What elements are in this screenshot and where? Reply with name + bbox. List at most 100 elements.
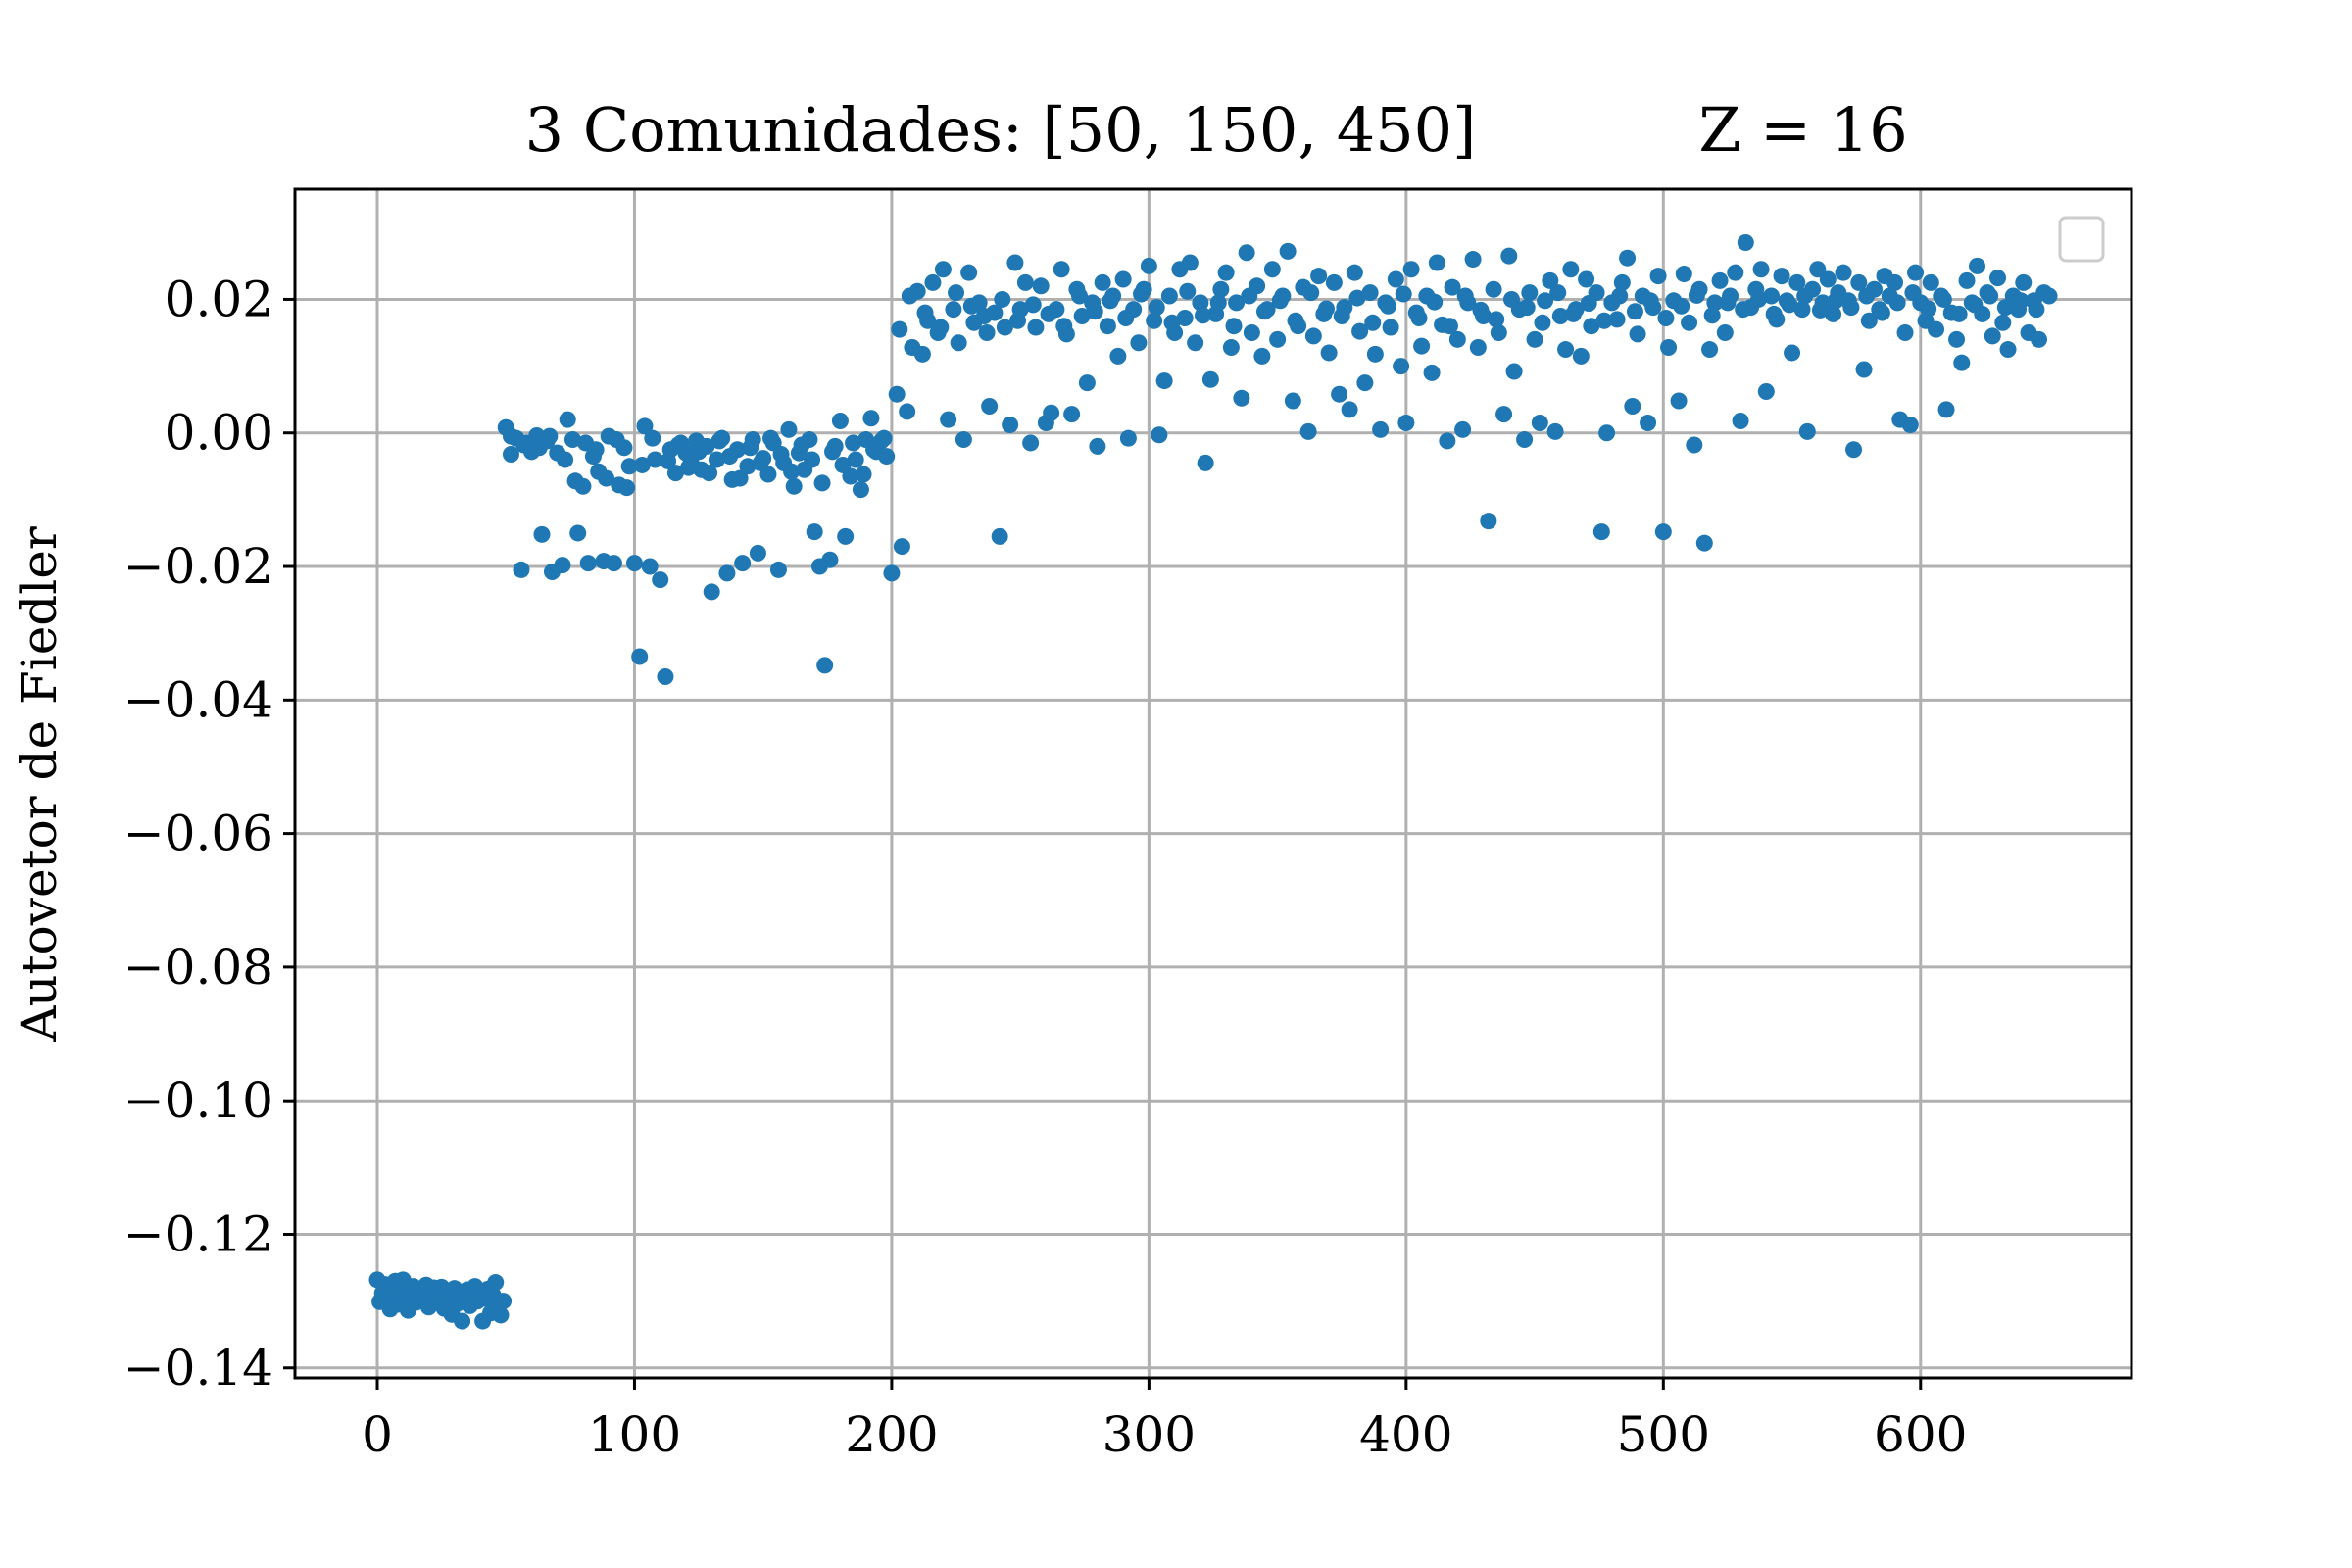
data-point — [587, 441, 605, 459]
x-tick-label: 100 — [588, 1406, 681, 1463]
data-point — [2012, 292, 2030, 310]
data-point — [1140, 257, 1157, 274]
data-point — [1379, 297, 1396, 315]
data-point — [1719, 294, 1737, 312]
data-point — [1673, 297, 1690, 315]
data-point — [1195, 307, 1212, 324]
data-point — [1516, 431, 1534, 449]
data-point — [1299, 422, 1317, 440]
data-point — [1382, 318, 1399, 336]
data-point — [845, 434, 862, 452]
data-point — [934, 261, 952, 278]
data-point — [1809, 261, 1827, 278]
data-point — [1043, 404, 1060, 421]
data-point — [1325, 273, 1343, 291]
data-point — [559, 411, 576, 428]
data-point — [1855, 361, 1873, 378]
plot-area-frame — [293, 187, 2133, 1380]
data-point — [564, 431, 581, 449]
data-point — [1858, 287, 1876, 305]
data-point — [1073, 307, 1091, 324]
data-point — [962, 297, 980, 315]
data-point — [487, 1274, 505, 1292]
data-point — [883, 564, 901, 582]
data-point — [1757, 382, 1775, 400]
data-point — [1372, 420, 1390, 438]
data-point — [1860, 312, 1878, 329]
data-point — [1464, 251, 1482, 269]
data-point — [1706, 294, 1724, 312]
data-point — [502, 446, 519, 464]
data-point — [515, 436, 533, 454]
data-point — [752, 454, 769, 471]
data-point — [1187, 334, 1204, 352]
data-point — [1592, 523, 1610, 541]
data-point — [1114, 270, 1132, 288]
data-point — [824, 443, 842, 461]
data-point — [1472, 301, 1490, 318]
data-point — [690, 443, 708, 461]
data-point — [1225, 318, 1243, 335]
data-point — [1907, 264, 1925, 281]
data-point — [1619, 249, 1637, 267]
y-tick-label: −0.10 — [123, 1072, 273, 1129]
y-axis-label: Autovetor de Fiedler — [11, 526, 68, 1043]
data-point — [1835, 264, 1852, 281]
data-point — [569, 524, 587, 542]
data-point — [1444, 278, 1461, 296]
data-point — [454, 1312, 471, 1330]
data-point — [1364, 314, 1382, 331]
data-point — [1798, 422, 1816, 440]
data-point — [1626, 303, 1643, 320]
data-point — [1608, 311, 1626, 328]
data-point — [1948, 330, 1966, 348]
data-point — [1428, 254, 1446, 271]
data-point — [666, 465, 684, 482]
data-points — [368, 234, 2058, 1330]
data-point — [1284, 392, 1301, 410]
data-point — [1500, 247, 1518, 265]
data-point — [1351, 322, 1369, 340]
data-point — [978, 324, 996, 342]
data-point — [762, 429, 780, 447]
data-point — [1402, 261, 1420, 278]
data-point — [625, 555, 643, 572]
data-point — [708, 451, 725, 468]
data-point — [1302, 284, 1320, 302]
data-point — [1701, 341, 1719, 359]
data-point — [1966, 296, 1984, 314]
data-point — [1657, 310, 1675, 327]
data-point — [1287, 312, 1304, 329]
data-point — [1686, 436, 1703, 454]
data-point — [1119, 429, 1137, 447]
data-point — [701, 465, 718, 482]
data-point — [669, 436, 687, 454]
data-point — [1201, 370, 1219, 388]
data-point — [513, 561, 530, 578]
data-point — [1356, 374, 1374, 392]
data-point — [620, 458, 638, 475]
data-point — [1146, 312, 1163, 329]
data-point — [1640, 415, 1657, 432]
chart-title-z: Z = 16 — [1698, 94, 1907, 166]
data-point — [1488, 311, 1505, 328]
data-point — [1022, 434, 1040, 452]
data-point — [1922, 273, 1939, 291]
data-point — [996, 318, 1013, 336]
data-point — [742, 439, 760, 457]
data-point — [1613, 273, 1631, 291]
data-point — [806, 523, 823, 541]
data-point — [605, 555, 622, 572]
data-point — [1711, 271, 1729, 289]
y-tick-label: −0.14 — [123, 1340, 273, 1396]
legend-box — [2058, 216, 2105, 263]
data-point — [948, 284, 965, 302]
data-point — [1827, 292, 1844, 310]
data-point — [1521, 284, 1539, 302]
data-point — [1549, 284, 1567, 302]
data-point — [1886, 273, 1904, 291]
data-point — [1448, 330, 1466, 348]
data-point — [1155, 372, 1173, 390]
data-point — [1209, 294, 1227, 312]
